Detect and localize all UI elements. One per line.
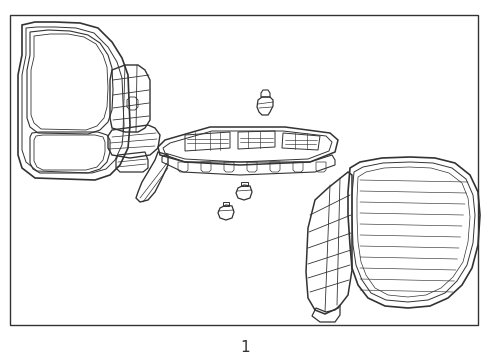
Text: 1: 1 [240,341,250,356]
Bar [10,15,478,325]
